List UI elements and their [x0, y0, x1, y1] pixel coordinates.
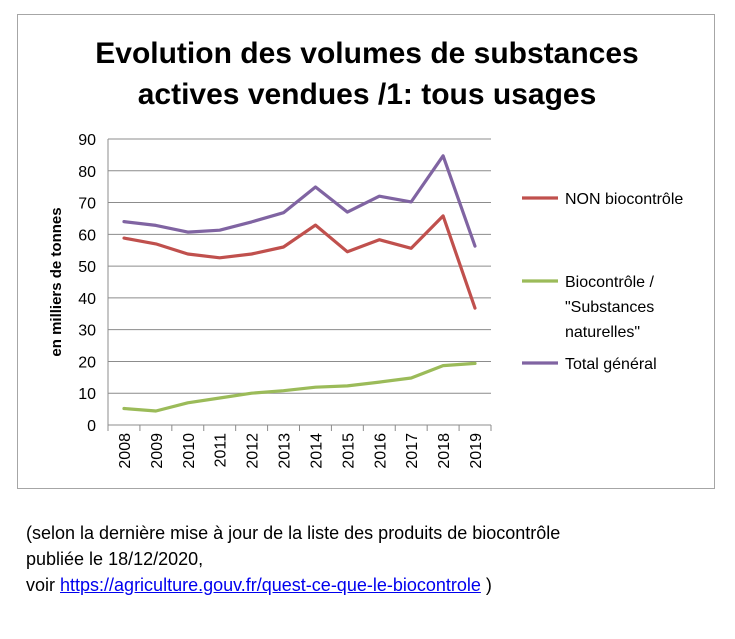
legend-label: naturelles": [565, 324, 640, 341]
footnote-line-3: voir https://agriculture.gouv.fr/quest-c…: [26, 572, 726, 598]
legend-label: Biocontrôle /: [565, 274, 654, 291]
y-tick-label: 70: [78, 196, 96, 213]
y-tick-label: 30: [78, 323, 96, 340]
x-tick-label: 2017: [404, 433, 421, 469]
y-tick-label: 80: [78, 164, 96, 181]
legend-label: "Substances: [565, 299, 654, 316]
x-tick-label: 2011: [213, 433, 230, 468]
footnote-line-2: publiée le 18/12/2020,: [26, 549, 204, 569]
y-tick-label: 20: [78, 354, 96, 371]
x-tick-label: 2012: [245, 433, 262, 469]
y-tick-label: 90: [78, 132, 96, 149]
y-axis-title: en milliers de tonnes: [48, 207, 65, 356]
chart-frame: Evolution des volumes de substances activ…: [17, 14, 715, 489]
x-tick-label: 2014: [308, 433, 325, 469]
series-line: [122, 361, 477, 413]
footnote-suffix: ): [480, 575, 492, 595]
x-tick-label: 2009: [149, 433, 166, 469]
chart-title-line: actives vendues /1: tous usages: [138, 78, 597, 111]
x-tick-label: 2015: [340, 433, 357, 469]
x-tick-label: 2010: [181, 433, 198, 469]
x-tick-label: 2016: [372, 433, 389, 469]
chart-title-line: Evolution des volumes de substances: [95, 37, 639, 70]
series-line: [122, 214, 477, 310]
footnote-line-1: (selon la dernière mise à jour de la lis…: [26, 523, 561, 543]
line-chart: Evolution des volumes de substances activ…: [48, 37, 683, 469]
y-tick-label: 0: [87, 418, 96, 435]
x-tick-label: 2018: [436, 433, 453, 469]
legend-label: Total général: [565, 356, 657, 373]
y-tick-label: 10: [78, 386, 96, 403]
x-tick-label: 2008: [117, 433, 134, 469]
y-tick-label: 40: [78, 291, 96, 308]
biocontrole-link[interactable]: https://agriculture.gouv.fr/quest-ce-que…: [60, 575, 481, 595]
series-line: [122, 154, 477, 248]
footnote: (selon la dernière mise à jour de la lis…: [26, 520, 726, 598]
y-tick-label: 50: [78, 259, 96, 276]
y-tick-label: 60: [78, 227, 96, 244]
footnote-prefix: voir: [26, 575, 61, 595]
x-tick-label: 2019: [468, 433, 485, 469]
legend-label: NON biocontrôle: [565, 191, 683, 208]
x-tick-label: 2013: [277, 433, 294, 469]
